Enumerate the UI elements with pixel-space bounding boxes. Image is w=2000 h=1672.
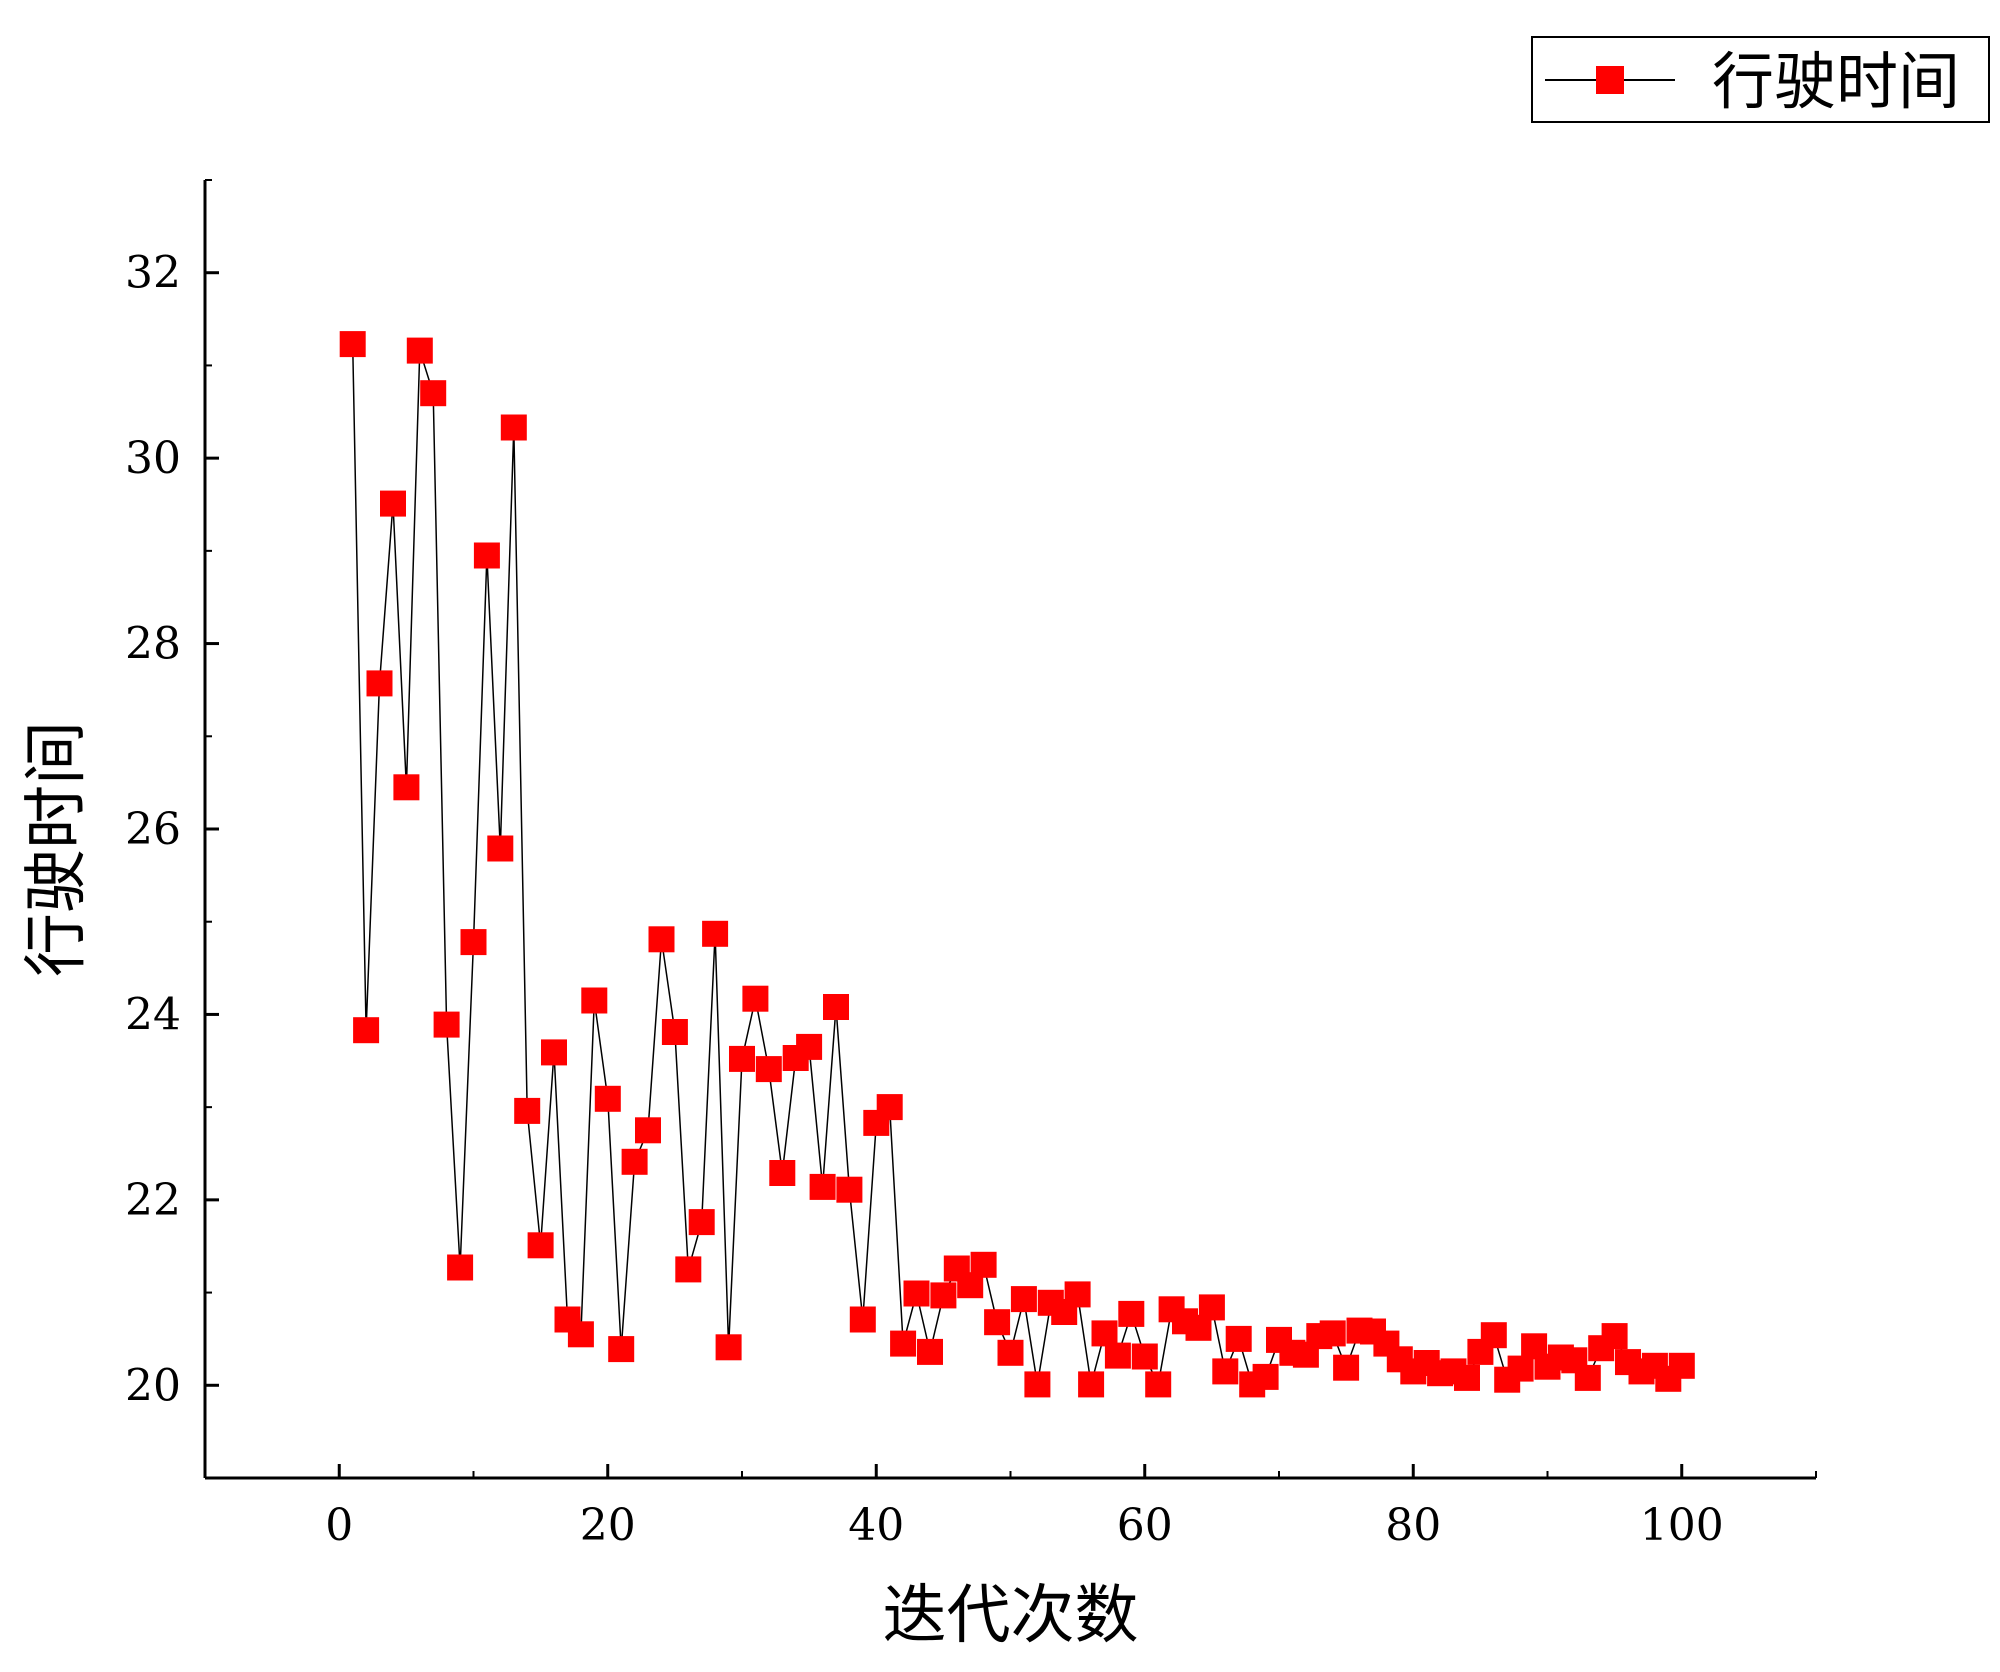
data-point: [487, 835, 514, 862]
x-tick-label: 40: [848, 1500, 904, 1551]
data-point: [769, 1160, 796, 1186]
data-point: [1024, 1371, 1051, 1398]
legend-label: 行驶时间: [1712, 45, 1960, 118]
data-point: [970, 1251, 997, 1278]
data-point: [514, 1097, 541, 1124]
data-point: [1078, 1371, 1105, 1398]
data-point: [876, 1094, 903, 1121]
data-point: [661, 1019, 688, 1045]
data-point: [366, 670, 393, 697]
data-point: [1480, 1322, 1507, 1349]
data-point: [1198, 1294, 1225, 1321]
data-point: [688, 1209, 715, 1236]
data-point: [1064, 1281, 1091, 1308]
data-point: [1091, 1320, 1118, 1347]
series-line: [351, 344, 1683, 1387]
data-point: [473, 542, 500, 569]
data-point: [755, 1056, 782, 1083]
data-point: [1574, 1364, 1601, 1391]
data-point: [823, 994, 849, 1020]
y-tick-label: 30: [125, 433, 181, 484]
data-point: [849, 1306, 876, 1333]
data-point: [1104, 1342, 1131, 1369]
data-point: [581, 987, 608, 1014]
data-point: [1507, 1355, 1534, 1382]
data-point: [433, 1011, 460, 1038]
data-point: [1225, 1325, 1252, 1352]
data-point: [393, 774, 420, 801]
data-point: [1319, 1320, 1346, 1347]
data-point: [796, 1033, 823, 1060]
y-tick-label: 28: [125, 619, 181, 670]
data-point: [1118, 1300, 1145, 1327]
data-point: [1333, 1354, 1360, 1381]
data-point: [608, 1336, 635, 1363]
data-point: [380, 490, 406, 517]
data-point: [809, 1173, 836, 1200]
data-point: [447, 1254, 474, 1281]
data-point: [635, 1117, 661, 1144]
data-point: [406, 337, 433, 364]
data-point: [984, 1309, 1011, 1336]
x-tick-label: 100: [1640, 1500, 1724, 1551]
data-point: [567, 1321, 594, 1348]
data-point: [930, 1282, 957, 1309]
data-point: [1010, 1286, 1037, 1313]
x-tick-label: 60: [1117, 1500, 1173, 1551]
data-point: [675, 1256, 702, 1283]
legend-marker-icon: [1596, 66, 1624, 94]
plot-area: [339, 331, 1695, 1398]
y-axis-title: 行驶时间: [20, 721, 94, 977]
data-point: [1252, 1363, 1279, 1390]
data-point: [648, 926, 675, 953]
data-point: [729, 1045, 755, 1072]
data-point: [836, 1176, 863, 1203]
y-tick-label: 22: [125, 1175, 181, 1226]
y-tick-label: 26: [125, 804, 181, 855]
data-point: [715, 1334, 742, 1361]
data-point: [1145, 1371, 1172, 1398]
data-point: [339, 331, 366, 358]
data-point: [903, 1280, 930, 1307]
axes: 0 20 40 60 80 100 20 22 24 26 28 30 32: [125, 179, 1817, 1551]
data-point: [460, 929, 487, 956]
data-point: [997, 1339, 1024, 1366]
data-point: [594, 1085, 621, 1112]
data-point: [1212, 1358, 1239, 1385]
data-point: [917, 1338, 943, 1365]
data-point: [742, 985, 769, 1012]
x-axis-title: 迭代次数: [883, 1579, 1139, 1653]
data-point: [1601, 1323, 1628, 1350]
x-tick-label: 0: [325, 1500, 353, 1551]
data-point: [890, 1330, 917, 1357]
data-point: [527, 1232, 554, 1259]
y-tick-label: 32: [125, 248, 181, 299]
data-point: [1454, 1364, 1480, 1391]
x-tick-label: 20: [580, 1500, 636, 1551]
data-point: [621, 1148, 648, 1175]
data-point: [420, 380, 447, 407]
data-point: [500, 414, 527, 441]
data-point: [541, 1039, 567, 1066]
data-point: [702, 920, 729, 947]
legend: 行驶时间: [1531, 36, 1990, 123]
data-point: [1668, 1352, 1695, 1379]
y-tick-label: 20: [125, 1360, 181, 1411]
data-point: [1131, 1343, 1158, 1370]
data-point: [353, 1017, 380, 1044]
x-tick-label: 80: [1385, 1500, 1441, 1551]
y-tick-label: 24: [125, 989, 181, 1040]
